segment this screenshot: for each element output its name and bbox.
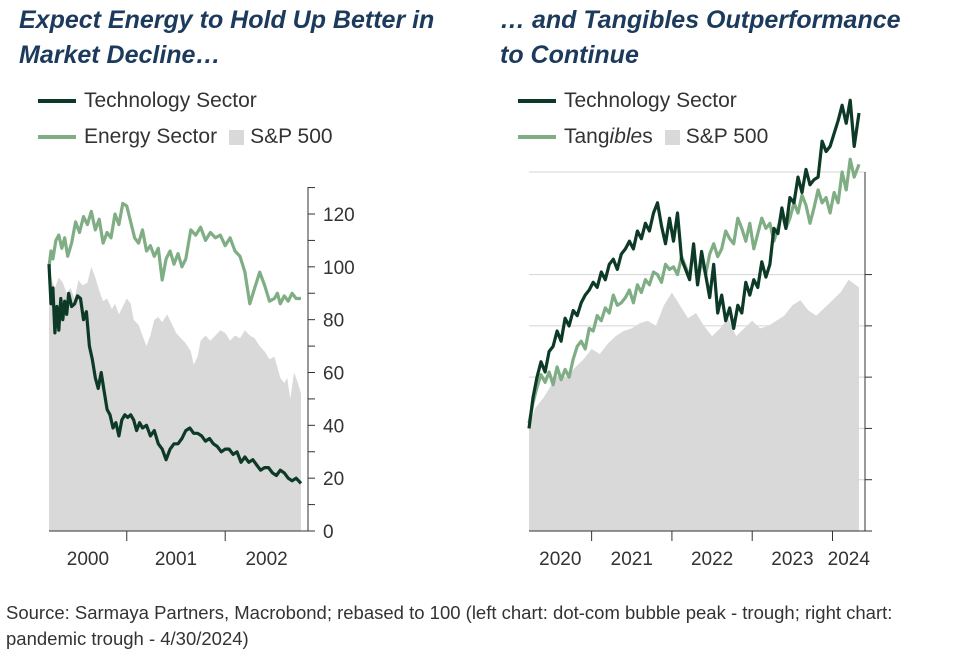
x-tick-label: 2002 <box>245 549 287 570</box>
x-tick-label: 2021 <box>611 549 653 570</box>
legend-label-technology: Technology Sector <box>564 89 737 112</box>
legend-label-sp500: S&P 500 <box>685 125 769 148</box>
legend-swatch-tangibles <box>518 135 556 139</box>
sp500-area <box>49 266 301 531</box>
legend-label-technology: Technology Sector <box>84 89 257 112</box>
source-note: Source: Sarmaya Partners, Macrobond; reb… <box>6 602 893 649</box>
left-chart-title-line2: Market Decline… <box>19 41 221 69</box>
y-tick-label: 60 <box>323 364 344 385</box>
legend-label-energy: Energy Sector <box>84 125 218 148</box>
right-chart-title: … and Tangibles Outperformance to Contin… <box>500 3 960 73</box>
left-chart-legend: Technology Sector Energy Sector S&P 500 <box>38 83 333 155</box>
x-tick-label: 2022 <box>691 549 733 570</box>
legend-label-sp500: S&P 500 <box>250 125 333 148</box>
left-chart-plot: 0 20 40 60 80 100 120 2000 2001 2002 <box>47 187 355 570</box>
sp500-area <box>529 279 859 531</box>
legend-swatch-technology <box>38 99 76 103</box>
y-tick-label: 80 <box>323 311 344 332</box>
energy-line <box>47 201 301 306</box>
right-chart-plot: 2020 2021 2022 2023 2024 <box>527 98 872 570</box>
y-tick-label: 40 <box>323 416 344 437</box>
y-tick-label: 20 <box>323 469 344 490</box>
x-tick-label: 2001 <box>155 549 197 570</box>
legend-label-tangibles: Tangibles <box>564 125 653 148</box>
legend-swatch-technology <box>518 99 556 103</box>
left-chart-title-line1: Expect Energy to Hold Up Better in <box>19 6 435 34</box>
legend-swatch-sp500 <box>229 129 245 145</box>
right-chart-legend: Technology Sector Tangibles S&P 500 <box>518 83 768 155</box>
left-chart-title: Expect Energy to Hold Up Better in Marke… <box>19 3 489 73</box>
y-tick-label: 100 <box>323 258 355 279</box>
right-chart-title-line1: … and Tangibles Outperformance <box>500 6 901 34</box>
tech-line <box>47 264 303 485</box>
x-tick-label: 2024 <box>828 549 871 570</box>
x-tick-label: 2020 <box>539 549 581 570</box>
tech-line <box>527 98 861 429</box>
legend-swatch-energy <box>38 135 76 139</box>
x-tick-label: 2023 <box>771 549 813 570</box>
x-tick-label: 2000 <box>67 549 109 570</box>
y-tick-label: 120 <box>323 205 355 226</box>
right-chart-title-line2: to Continue <box>500 41 639 69</box>
y-tick-label: 0 <box>323 522 334 543</box>
legend-swatch-sp500 <box>664 129 680 145</box>
